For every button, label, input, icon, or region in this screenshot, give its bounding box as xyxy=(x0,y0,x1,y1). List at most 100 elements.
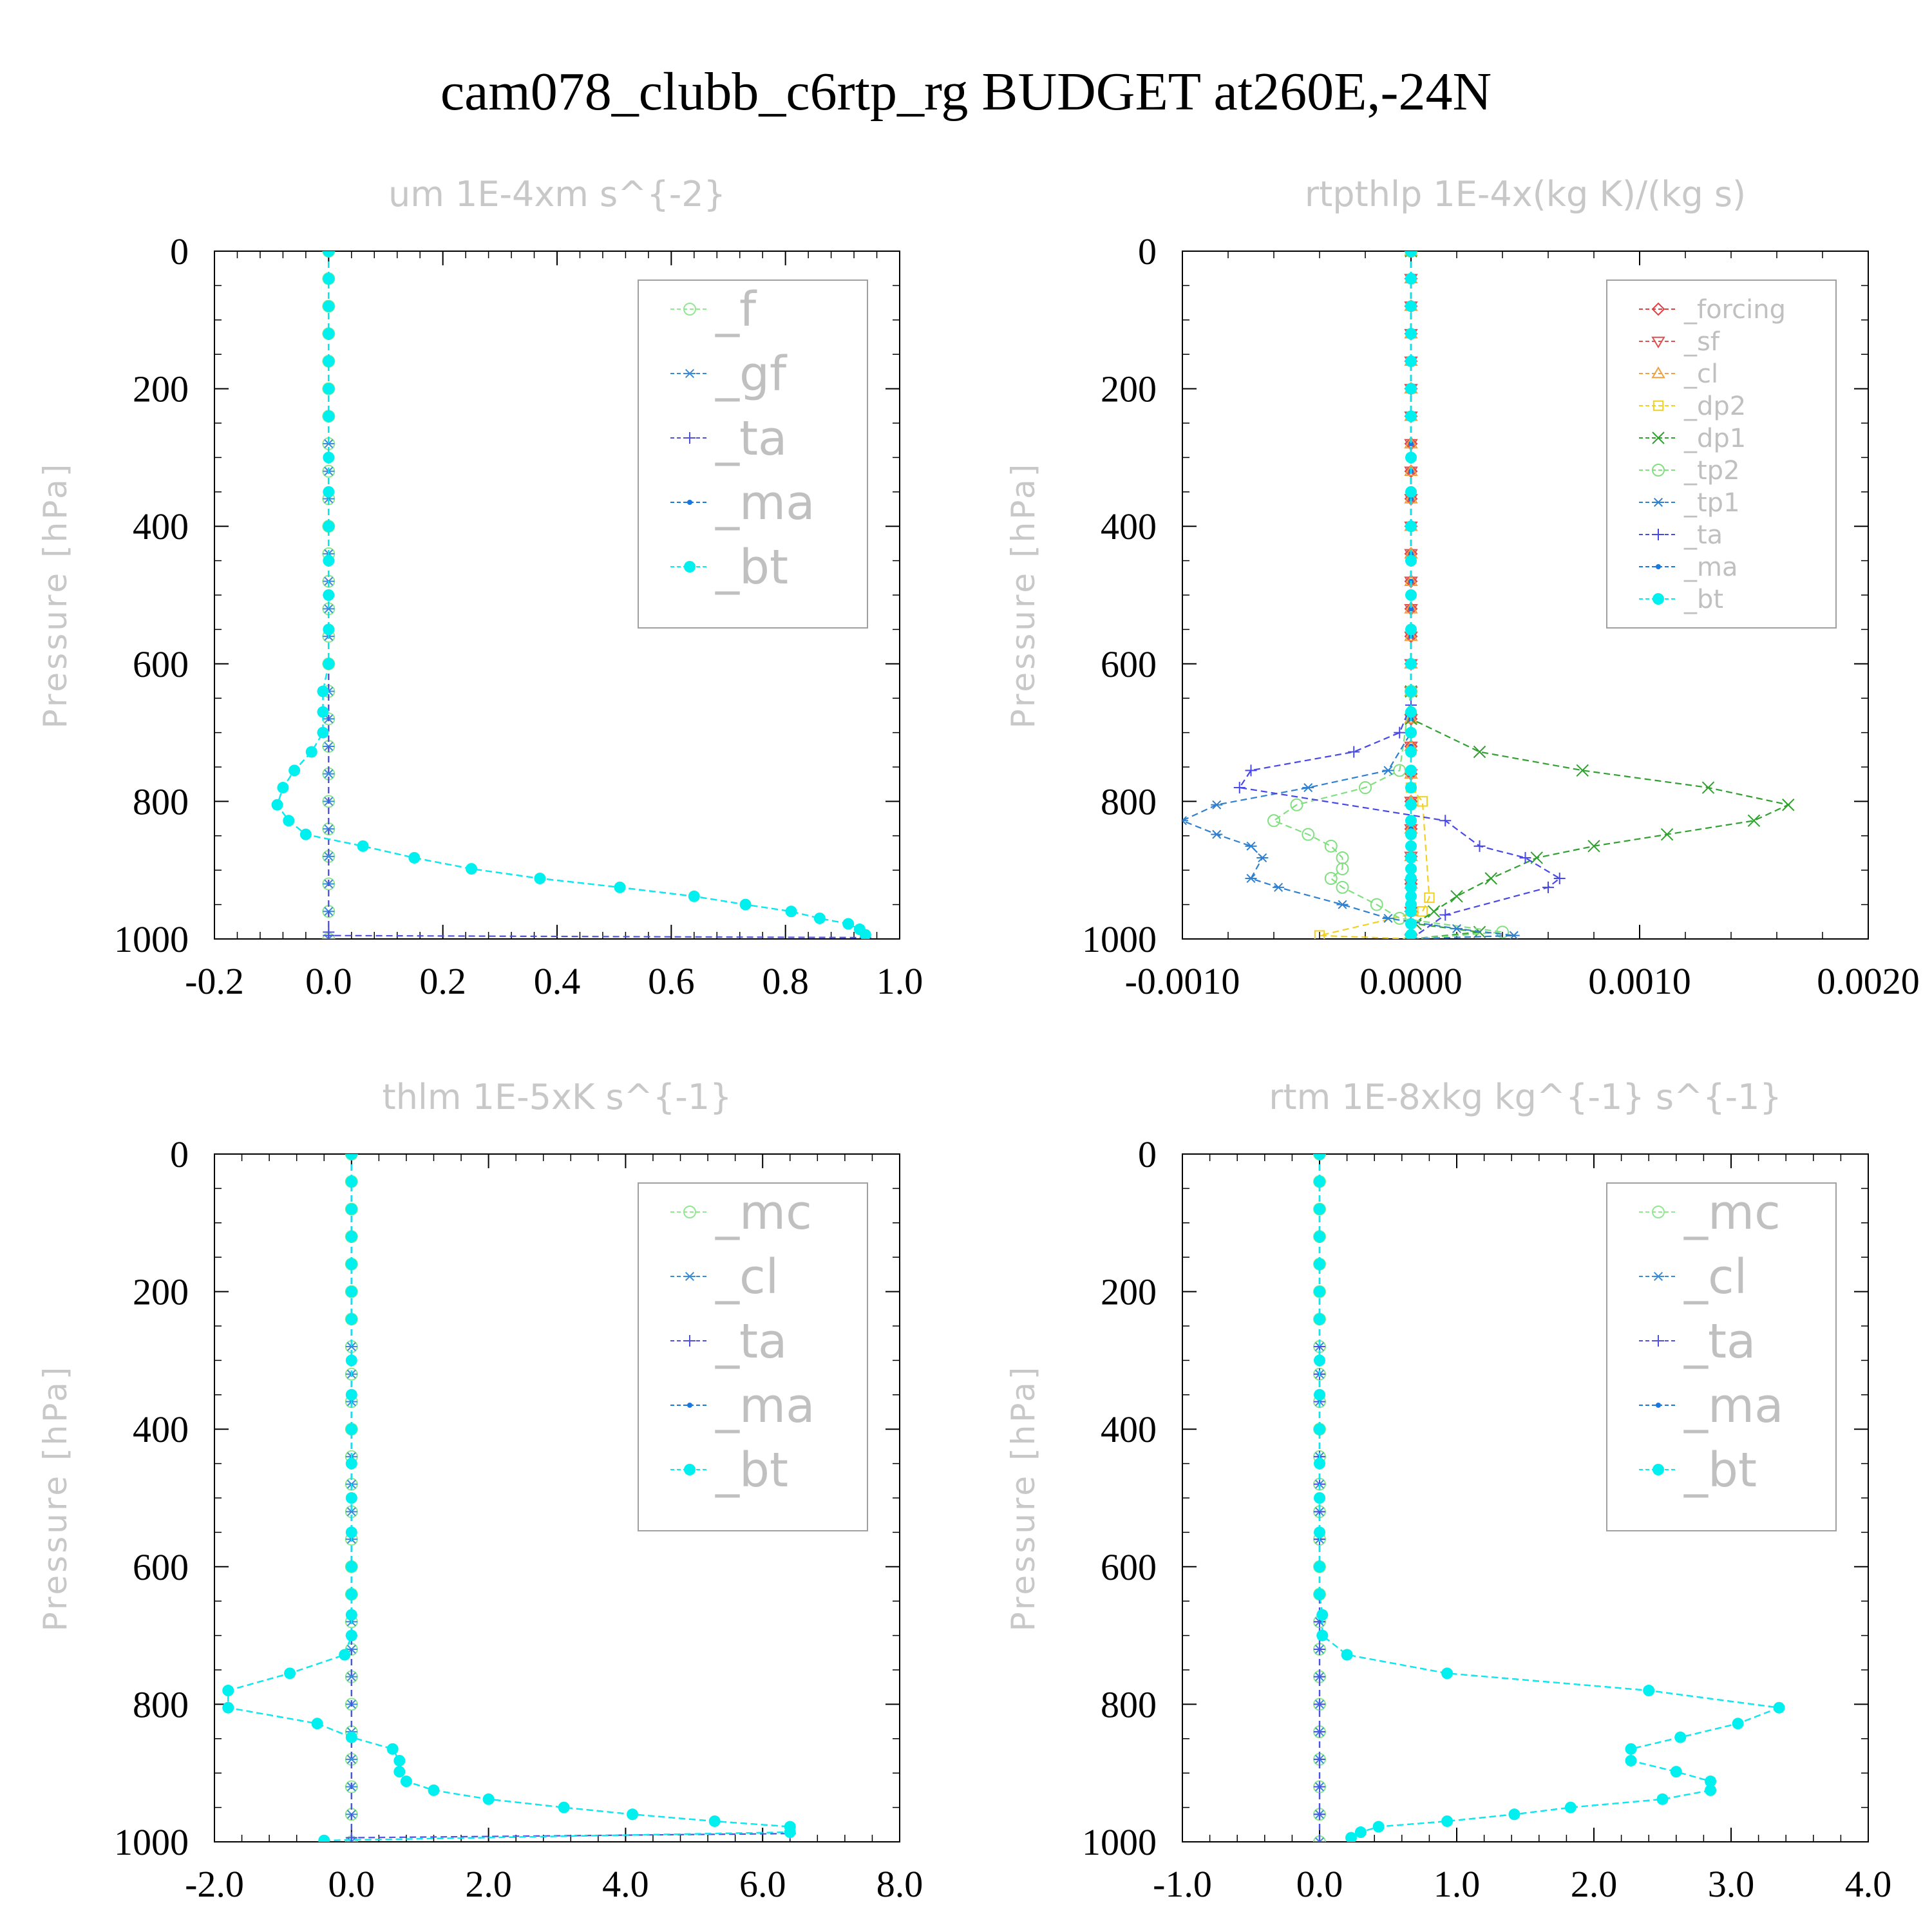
series-bt-marker xyxy=(323,658,335,670)
legend-sf-label: _sf xyxy=(1683,327,1720,357)
series-bt-marker xyxy=(400,1776,412,1788)
series-ta-marker xyxy=(1245,764,1257,777)
legend-mc-marker xyxy=(683,1206,696,1218)
legend-dp2-marker xyxy=(1653,400,1664,412)
series-dp1-marker xyxy=(1473,745,1486,759)
legend-ta-label: _ta xyxy=(715,1314,787,1369)
series-bt-marker xyxy=(1314,1203,1325,1215)
y-tick-label: 600 xyxy=(1101,643,1157,685)
x-tick-label: 1.0 xyxy=(876,960,923,1002)
series-bt-marker xyxy=(345,1285,357,1298)
series-bt-line xyxy=(227,1154,791,1841)
legend-bt-label: _bt xyxy=(1683,1443,1757,1498)
legend-cl-label: _cl xyxy=(715,1249,779,1305)
x-tick-label: 2.0 xyxy=(465,1863,512,1905)
series-cl-marker xyxy=(1404,464,1418,477)
series-bt-marker xyxy=(1405,746,1417,758)
legend-tp2: _tp2 xyxy=(1639,456,1740,486)
series-cl-marker xyxy=(1404,629,1418,641)
series-dp2-marker xyxy=(1314,930,1325,939)
series-bt-marker xyxy=(1643,1685,1655,1697)
legend-cl: _cl xyxy=(1639,1249,1747,1305)
series-bt-marker xyxy=(1625,1743,1637,1755)
legend-ma: _ma xyxy=(670,475,815,531)
series-bt-marker xyxy=(345,1560,357,1573)
legend-bt: _bt xyxy=(1639,585,1723,614)
legend-gf-label: _gf xyxy=(715,346,788,402)
y-tick-label: 0 xyxy=(1138,1133,1157,1175)
legend-bt-label: _bt xyxy=(1683,585,1723,614)
legend-box xyxy=(638,1182,868,1531)
x-tick-label: 0.8 xyxy=(762,960,809,1002)
series-bt-marker xyxy=(1405,300,1417,312)
x-tick-label: 0.0010 xyxy=(1588,960,1691,1002)
series-bt-marker xyxy=(1405,685,1417,697)
series-dp1-marker xyxy=(1660,828,1674,841)
legend-tp1-marker xyxy=(1653,497,1664,507)
series-bt-marker xyxy=(1732,1718,1744,1730)
series-bt-marker xyxy=(1405,272,1417,285)
series-bt-marker xyxy=(323,251,335,257)
series-ma-marker xyxy=(1408,440,1414,447)
series-ta-marker xyxy=(1348,746,1360,758)
series-tp1-marker xyxy=(1182,816,1188,826)
legend-f: _f xyxy=(670,282,757,337)
series-bt-marker xyxy=(393,1766,406,1778)
series-bt-marker xyxy=(284,1667,296,1680)
legend-forcing-label: _forcing xyxy=(1683,295,1786,325)
y-tick-label: 400 xyxy=(133,1408,189,1450)
series-bt-marker xyxy=(1314,1313,1325,1325)
legend-ma: _ma xyxy=(670,1378,815,1434)
series-tp1-marker xyxy=(1245,841,1257,851)
series-bt-marker xyxy=(345,1203,357,1215)
x-tick-label: 0.0 xyxy=(305,960,352,1002)
y-tick-label: 0 xyxy=(170,231,189,272)
panel-2: rtpthlp 1E-4x(kg K)/(kg s) Pressure [hPa]… xyxy=(1005,174,1920,1002)
series-ta-marker xyxy=(345,1832,357,1842)
series-bt-marker xyxy=(323,383,335,395)
y-tick-label: 800 xyxy=(1101,781,1157,822)
series-bt-marker xyxy=(1405,851,1417,864)
series-bt-marker xyxy=(305,746,317,758)
series-bt-marker xyxy=(1405,383,1417,395)
y-tick-label: 400 xyxy=(1101,506,1157,547)
series-bt-marker xyxy=(345,1423,357,1435)
series-bt-marker xyxy=(1405,410,1417,422)
x-tick-label: 2.0 xyxy=(1571,1863,1618,1905)
legend-cl-marker xyxy=(1653,1271,1664,1282)
panel-1: um 1E-4xm s^{-2} Pressure [hPa] 0 200 400 600… xyxy=(37,174,923,1002)
series-bt-marker xyxy=(1354,1826,1367,1839)
legend-box xyxy=(638,279,868,629)
legend-dp1-label: _dp1 xyxy=(1683,424,1746,453)
series-cl-marker xyxy=(1404,712,1418,724)
series-bt-marker xyxy=(1316,1609,1329,1621)
legend-ma-marker xyxy=(687,1402,693,1408)
series-bt-marker xyxy=(859,929,871,939)
panel-3: thlm 1E-5xK s^{-1} Pressure [hPa] 0 200 400 6… xyxy=(37,1077,923,1905)
legend-ma-marker xyxy=(1655,1402,1662,1408)
series-bt-marker xyxy=(323,410,335,422)
series-bt-marker xyxy=(345,1526,357,1539)
series-ta-marker xyxy=(1314,1698,1325,1710)
series-bt-marker xyxy=(323,272,335,285)
series-bt-marker xyxy=(345,1731,357,1743)
series-bt-marker xyxy=(271,799,283,811)
legend-mc-marker xyxy=(1652,1206,1665,1218)
series-gf-marker xyxy=(323,439,335,449)
legend-sf: _sf xyxy=(1639,327,1720,357)
legend-ta-marker xyxy=(684,432,696,444)
series-tp1-marker xyxy=(1256,853,1269,862)
series-bt-marker xyxy=(739,898,752,911)
series-ta-marker xyxy=(1314,1726,1325,1738)
series-tp2-marker xyxy=(1302,828,1315,841)
panel-title: um 1E-4xm s^{-2} xyxy=(388,174,726,214)
series-dp1-marker xyxy=(1587,840,1600,853)
legend-ma-label: _ma xyxy=(715,475,815,531)
series-bt-marker xyxy=(785,905,797,918)
series-bt-marker xyxy=(1341,1649,1353,1661)
y-tick-label: 800 xyxy=(133,781,189,822)
legend-bt-marker xyxy=(684,561,696,573)
series-bt-marker xyxy=(317,726,329,739)
series-bt-marker xyxy=(1405,764,1417,777)
series-tp1-marker xyxy=(1245,874,1257,884)
